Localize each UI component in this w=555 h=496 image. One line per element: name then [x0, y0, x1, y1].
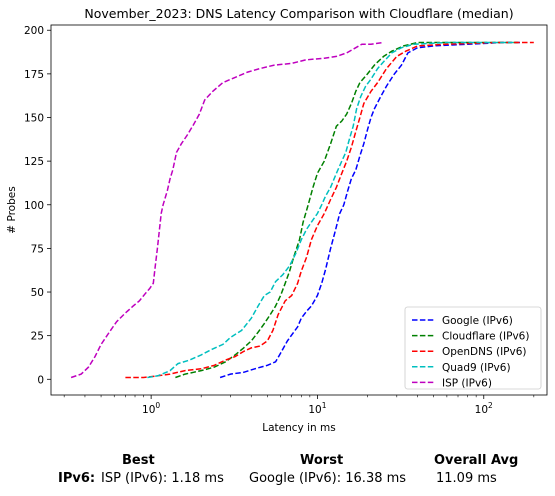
- plot-frame: [50, 24, 548, 396]
- legend-box: [404, 306, 542, 390]
- worst-header: Worst: [300, 453, 344, 468]
- y-axis-label: # Probes: [6, 186, 18, 233]
- overall-avg-header: Overall Avg: [434, 453, 519, 468]
- series-line-2: [125, 41, 534, 379]
- x-tick-label: 100: [142, 401, 160, 416]
- series-line-1: [175, 41, 518, 379]
- summary-table: Best Worst Overall Avg IPv6: ISP (IPv6):…: [0, 450, 555, 496]
- x-tick-label: 102: [475, 401, 493, 416]
- legend-label-2: OpenDNS (IPv6): [442, 346, 527, 358]
- worst-value: Google (IPv6): 16.38 ms: [249, 471, 407, 486]
- legend-label-3: Quad9 (IPv6): [442, 362, 511, 374]
- y-tick-label: 175: [24, 69, 44, 81]
- series-line-4: [70, 41, 384, 379]
- y-tick-label: 25: [31, 331, 44, 343]
- x-axis-label: Latency in ms: [262, 422, 335, 434]
- y-tick-label: 75: [31, 243, 44, 255]
- best-header: Best: [122, 453, 155, 468]
- overall-avg-value: 11.09 ms: [436, 471, 497, 486]
- y-tick-label: 50: [31, 287, 44, 299]
- legend-label-0: Google (IPv6): [442, 315, 513, 327]
- y-tick-label: 100: [24, 200, 44, 212]
- x-tick-label: 101: [308, 401, 326, 416]
- legend-label-4: ISP (IPv6): [442, 377, 492, 389]
- best-value: ISP (IPv6): 1.18 ms: [101, 471, 224, 486]
- ipv6-row-label: IPv6:: [58, 471, 96, 486]
- y-tick-label: 200: [24, 25, 44, 37]
- chart-title: November_2023: DNS Latency Comparison wi…: [84, 6, 513, 21]
- y-tick-label: 150: [24, 113, 44, 125]
- y-tick-label: 125: [24, 156, 44, 168]
- series-line-0: [219, 41, 523, 379]
- y-tick-label: 0: [37, 374, 44, 386]
- series-line-3: [147, 41, 514, 379]
- legend-label-1: Cloudflare (IPv6): [442, 331, 529, 343]
- latency-chart: 0 25 50 75 100 125 150 175 200 100 101 102 November_…: [6, 6, 548, 434]
